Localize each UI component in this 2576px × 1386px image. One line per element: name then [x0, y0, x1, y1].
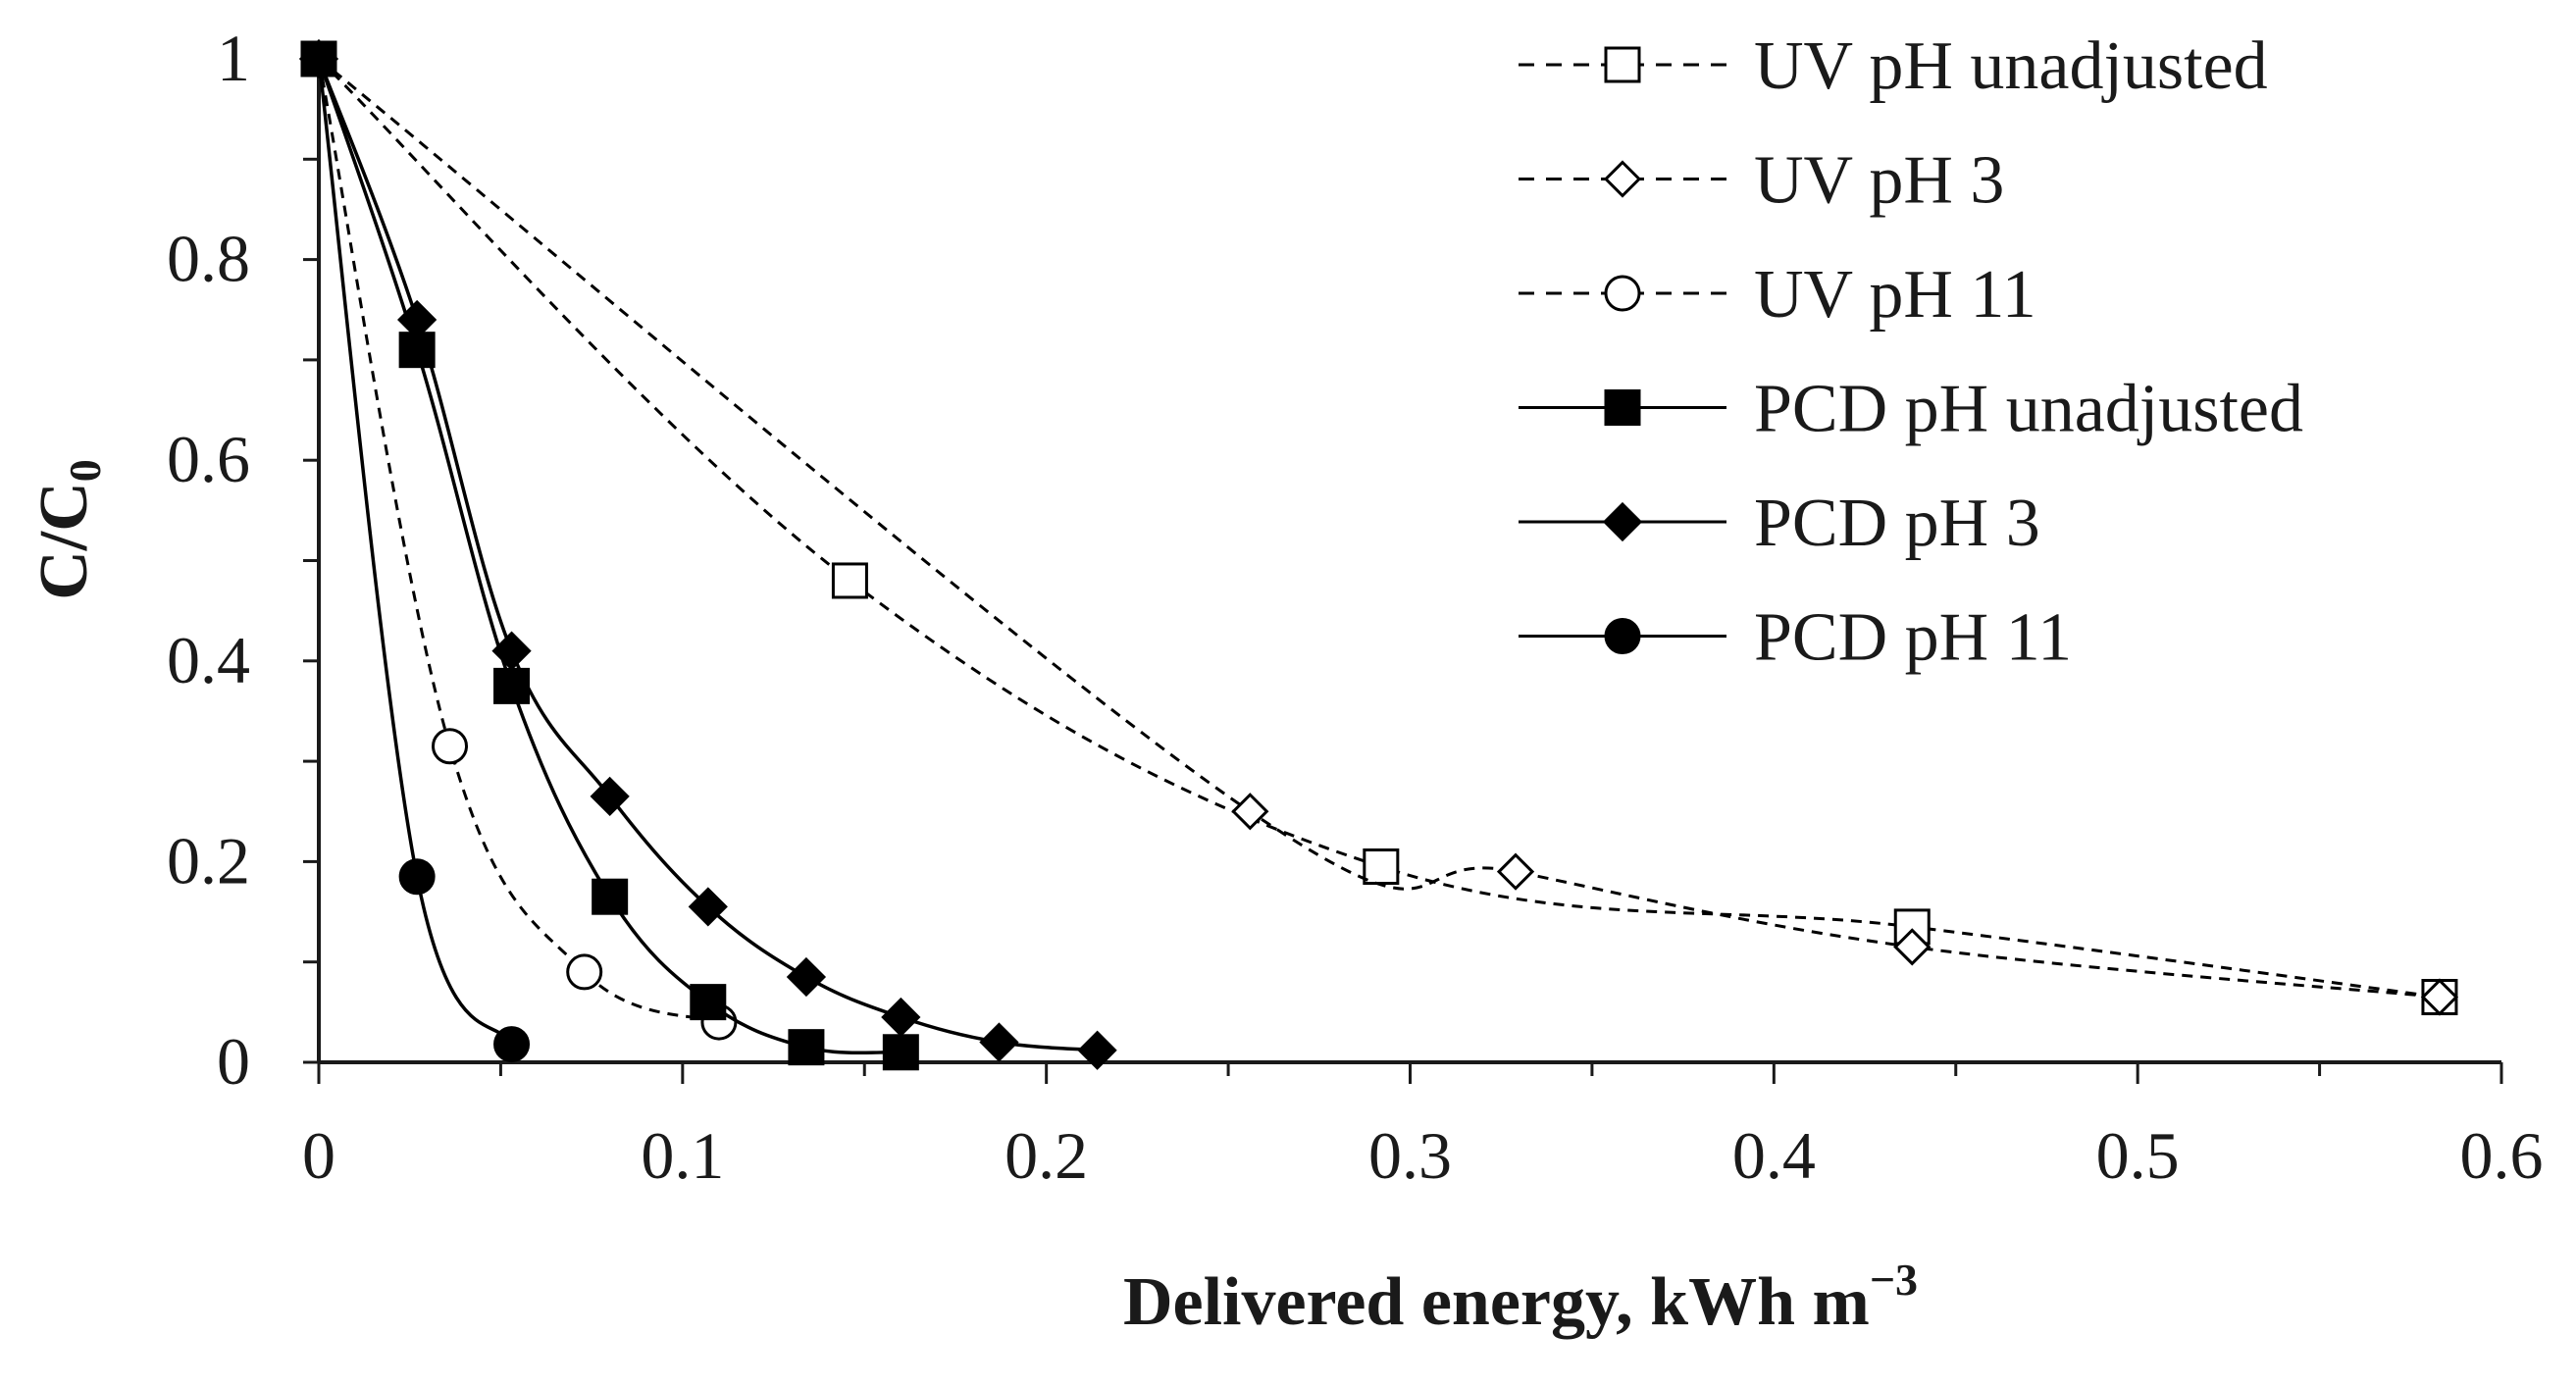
axes: 0 0.2 0.4 0.6 0.8 1 0 0.1 0.2 0.3 0.4 0.5 0.6 [167, 21, 2544, 1193]
series-line-pcd-ph-11 [317, 58, 514, 1046]
x-tick-label: 0.3 [1368, 1118, 1452, 1193]
data-point-pcd-ph-unadjusted [690, 984, 727, 1021]
data-point-pcd-ph-11 [493, 1026, 531, 1063]
x-tick-label: 0.5 [2096, 1118, 2180, 1193]
x-axis-title-superscript: −3 [1870, 1255, 1918, 1305]
y-tick-label: 0.8 [167, 222, 250, 296]
series-uv-ph-unadjusted [300, 40, 2458, 1016]
data-point-uv-ph-3 [2420, 978, 2459, 1016]
y-tick-label: 1 [217, 21, 250, 95]
series-layer [298, 38, 2459, 1071]
x-tick-label: 0.4 [1732, 1118, 1816, 1193]
legend-marker-pcd-ph-unadjusted [1604, 389, 1641, 426]
y-tick-label: 0.2 [167, 823, 250, 898]
data-point-pcd-ph-unadjusted [788, 1029, 825, 1066]
data-point-pcd-ph-3 [786, 956, 827, 998]
data-point-pcd-ph-unadjusted [592, 878, 629, 915]
data-point-pcd-ph-3 [491, 631, 532, 671]
y-axis-title-subscript: 0 [60, 459, 110, 482]
legend-label-uv-ph-11: UV pH 11 [1754, 257, 2036, 333]
series-pcd-ph-unadjusted [300, 40, 919, 1071]
legend-item-uv-ph-3: UV pH 3 [1519, 143, 2004, 219]
legend-item-uv-ph-11: UV pH 11 [1519, 257, 2036, 333]
data-point-pcd-ph-3 [688, 887, 728, 927]
legend-marker-uv-ph-unadjusted [1604, 46, 1641, 83]
legend-marker-uv-ph-11 [1604, 275, 1641, 312]
data-point-uv-ph-3 [1496, 852, 1535, 891]
legend-label-uv-ph-3: UV pH 3 [1754, 143, 2004, 219]
data-point-uv-ph-3 [1231, 793, 1269, 831]
legend-item-uv-ph-unadjusted: UV pH unadjusted [1519, 28, 2268, 104]
legend-item-pcd-ph-unadjusted: PCD pH unadjusted [1519, 372, 2303, 447]
x-tick-label: 0.1 [641, 1118, 724, 1193]
legend-marker-pcd-ph-3 [1602, 501, 1643, 542]
series-pcd-ph-3 [298, 38, 1117, 1070]
data-point-uv-ph-11 [432, 728, 468, 765]
legend-item-pcd-ph-11: PCD pH 11 [1519, 600, 2072, 676]
data-point-uv-ph-3 [1893, 928, 1932, 966]
series-uv-ph-11 [300, 40, 738, 1041]
data-point-pcd-ph-unadjusted [882, 1034, 919, 1071]
series-pcd-ph-11 [300, 40, 531, 1063]
legend-label-pcd-ph-11: PCD pH 11 [1754, 600, 2072, 676]
legend-marker-uv-ph-3 [1603, 160, 1642, 198]
legend-item-pcd-ph-3: PCD pH 3 [1519, 486, 2040, 561]
data-point-pcd-ph-3 [881, 997, 921, 1038]
x-tick-label: 0.6 [2460, 1118, 2544, 1193]
series-line-uv-ph-unadjusted [317, 57, 2441, 999]
series-line-pcd-ph-unadjusted [317, 58, 902, 1055]
data-point-uv-ph-unadjusted [831, 562, 868, 599]
data-point-pcd-ph-3 [1077, 1030, 1117, 1070]
series-line-uv-ph-11 [317, 58, 720, 1024]
legend-marker-pcd-ph-11 [1604, 618, 1641, 654]
data-point-pcd-ph-3 [397, 299, 438, 340]
data-point-uv-ph-unadjusted [1363, 848, 1400, 886]
x-axis-title-text: Delivered energy, kWh m [1123, 1264, 1870, 1340]
legend-label-pcd-ph-3: PCD pH 3 [1754, 486, 2040, 561]
data-point-pcd-ph-3 [979, 1022, 1019, 1062]
y-tick-label: 0.4 [167, 623, 250, 697]
x-axis-title: Delivered energy, kWh m−3 [1123, 1255, 1918, 1340]
legend-label-uv-ph-unadjusted: UV pH unadjusted [1754, 28, 2268, 104]
legend: UV pH unadjusted UV pH 3 UV pH 11 PCD pH un… [1519, 28, 2303, 676]
y-axis-title-text: C/C [26, 482, 102, 600]
data-point-pcd-ph-11 [300, 40, 337, 77]
y-tick-label: 0.6 [167, 422, 250, 496]
x-tick-label: 0.2 [1005, 1118, 1088, 1193]
x-tick-label: 0 [302, 1118, 335, 1193]
series-line-uv-ph-3 [318, 57, 2441, 999]
data-point-uv-ph-11 [566, 953, 603, 991]
legend-label-pcd-ph-unadjusted: PCD pH unadjusted [1754, 372, 2303, 447]
y-tick-label: 0 [217, 1024, 250, 1099]
y-axis-title: C/C0 [26, 459, 110, 600]
data-point-pcd-ph-3 [590, 776, 630, 817]
data-point-pcd-ph-11 [398, 858, 436, 896]
